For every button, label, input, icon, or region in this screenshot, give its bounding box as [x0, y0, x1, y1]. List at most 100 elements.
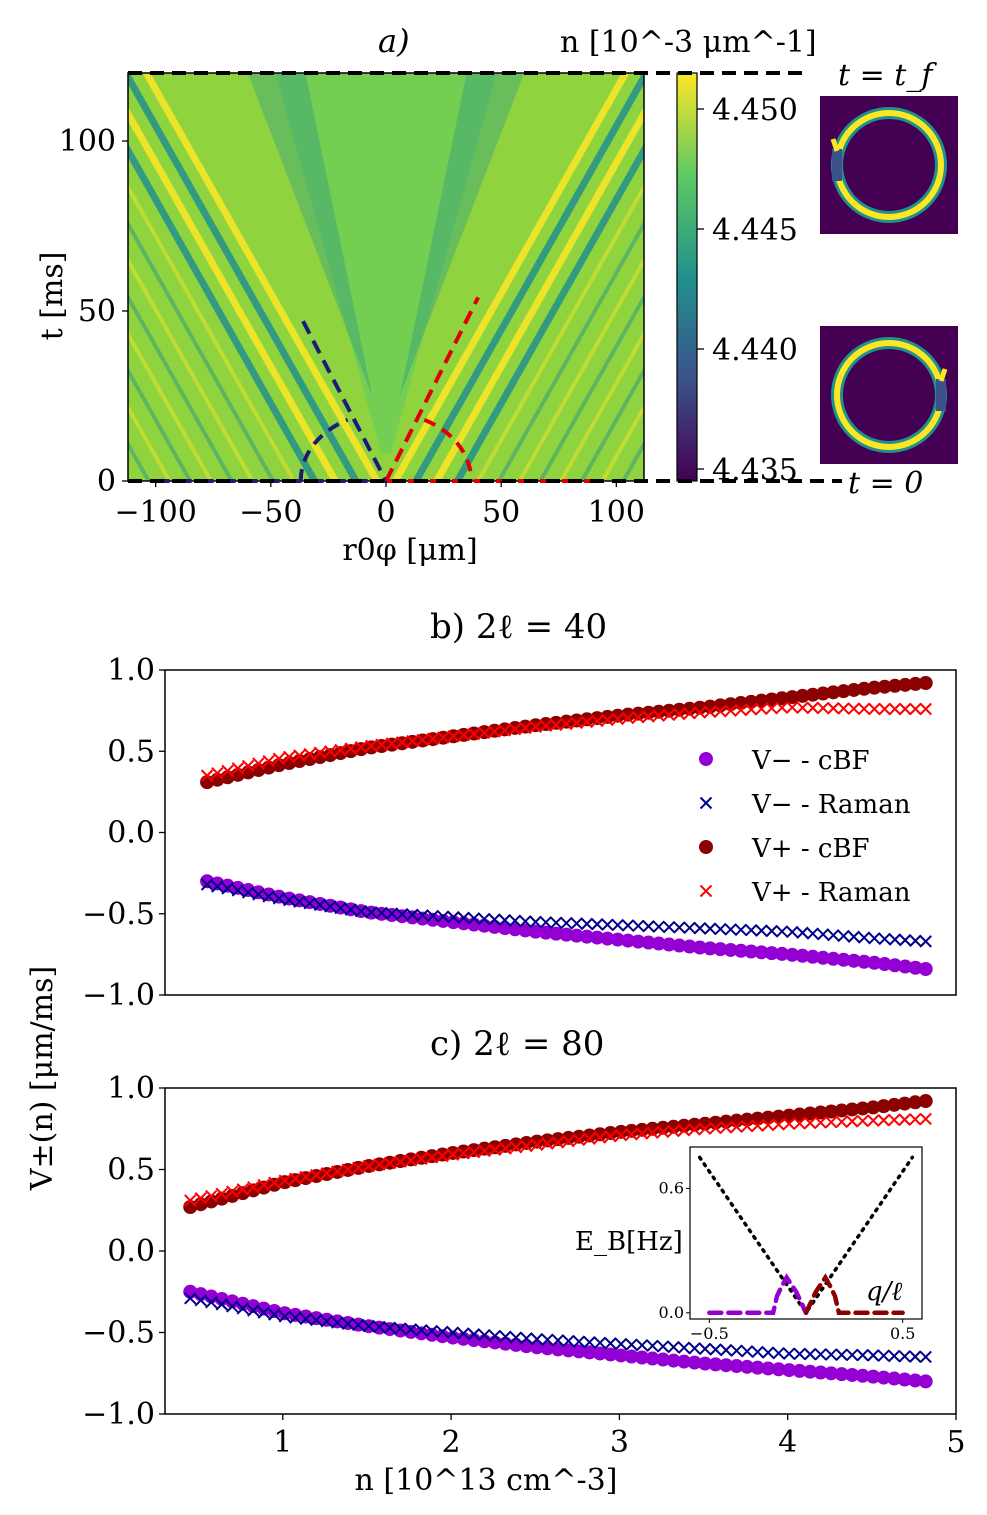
data-point: [635, 1339, 649, 1352]
data-point: [385, 737, 399, 750]
data-point: [673, 707, 686, 721]
data-point: [614, 1128, 628, 1142]
data-point: [803, 1116, 817, 1130]
data-point: [826, 951, 841, 966]
data-point: [908, 676, 923, 691]
data-point: [898, 1113, 911, 1126]
data-point: [540, 1133, 555, 1148]
panel-b: b) 2ℓ = 40 −1.0−0.50.00.51.0 V− - cBFV− …: [82, 607, 957, 1013]
data-point: [723, 942, 738, 957]
data-point: [313, 746, 327, 759]
data-point: [467, 912, 481, 925]
data-point: [313, 898, 327, 912]
x-tick-label: 1: [273, 1425, 292, 1460]
data-point: [666, 1353, 681, 1368]
inset-y-tick-label: 0.6: [659, 1178, 684, 1197]
data-point: [436, 731, 450, 744]
data-point: [641, 705, 656, 720]
data-point: [226, 1185, 239, 1198]
data-point: [792, 1107, 807, 1122]
data-point: [866, 1369, 881, 1384]
data-point: [561, 1130, 576, 1145]
data-point: [662, 920, 676, 934]
final-time-label: t = t_f: [838, 58, 937, 93]
data-point: [805, 687, 820, 702]
data-point: [324, 900, 337, 913]
data-point: [194, 1294, 207, 1307]
ring-density-final: [820, 96, 958, 234]
data-point: [642, 710, 655, 723]
data-point: [277, 1175, 292, 1190]
data-point: [740, 1120, 754, 1133]
data-point: [600, 931, 615, 946]
data-point: [642, 920, 655, 933]
wavefront-right: [580, 366, 644, 481]
data-point: [303, 747, 316, 761]
data-point: [395, 909, 410, 924]
data-point: [498, 1138, 513, 1153]
data-point: [876, 1099, 891, 1114]
y-tick-label: 100: [59, 124, 116, 159]
data-point: [624, 1123, 639, 1138]
data-point: [709, 1343, 722, 1356]
data-point: [693, 922, 707, 935]
data-point: [373, 1320, 386, 1334]
data-point: [549, 718, 563, 732]
data-point: [796, 701, 809, 714]
data-point: [447, 910, 460, 924]
data-point: [365, 906, 378, 919]
data-point: [631, 934, 646, 949]
data-point: [257, 1306, 270, 1319]
data-point: [614, 1348, 629, 1363]
data-point: [803, 1364, 818, 1379]
ring-soliton-edge: [938, 368, 948, 382]
data-point: [635, 1350, 650, 1365]
legend-label: V− - cBF: [751, 746, 870, 776]
data-point: [908, 1095, 923, 1110]
heatmap-area: [128, 73, 644, 481]
data-point: [624, 1349, 639, 1364]
data-point: [446, 1148, 460, 1161]
data-point: [877, 957, 892, 972]
data-point: [540, 1341, 555, 1356]
data-point: [445, 1330, 460, 1345]
data-point: [761, 1361, 776, 1376]
data-point: [740, 1359, 755, 1374]
data-point: [698, 1356, 713, 1371]
y-tick-label: −1.0: [82, 978, 155, 1013]
data-point: [541, 1333, 554, 1346]
wavefront-left: [128, 293, 234, 481]
data-point: [806, 927, 819, 940]
data-point: [256, 1301, 271, 1316]
data-point: [529, 915, 542, 929]
data-point: [919, 1112, 932, 1126]
data-point: [519, 721, 532, 735]
data-point: [268, 1176, 281, 1189]
wavefront-right: [497, 219, 644, 481]
data-point: [560, 717, 573, 731]
data-point: [362, 1159, 376, 1173]
data-point: [877, 1114, 890, 1127]
data-point: [698, 1122, 712, 1135]
ring-soliton: [936, 379, 946, 411]
x-axis-label: n [10^13 cm^-3]: [355, 1463, 618, 1498]
data-point: [774, 691, 789, 706]
data-point: [579, 929, 594, 944]
data-point: [887, 958, 902, 973]
data-point: [918, 1374, 933, 1389]
data-point: [713, 942, 728, 957]
data-point: [272, 892, 286, 905]
data-point: [583, 1132, 596, 1145]
data-point: [795, 688, 810, 703]
data-point: [918, 676, 933, 690]
data-point: [683, 921, 696, 935]
data-point: [205, 1189, 218, 1203]
data-point: [499, 1142, 512, 1155]
data-point: [656, 1120, 671, 1135]
data-point: [530, 1138, 544, 1152]
data-point: [734, 703, 748, 717]
data-point: [730, 1344, 743, 1357]
data-point: [334, 743, 347, 757]
data-point: [508, 723, 522, 736]
